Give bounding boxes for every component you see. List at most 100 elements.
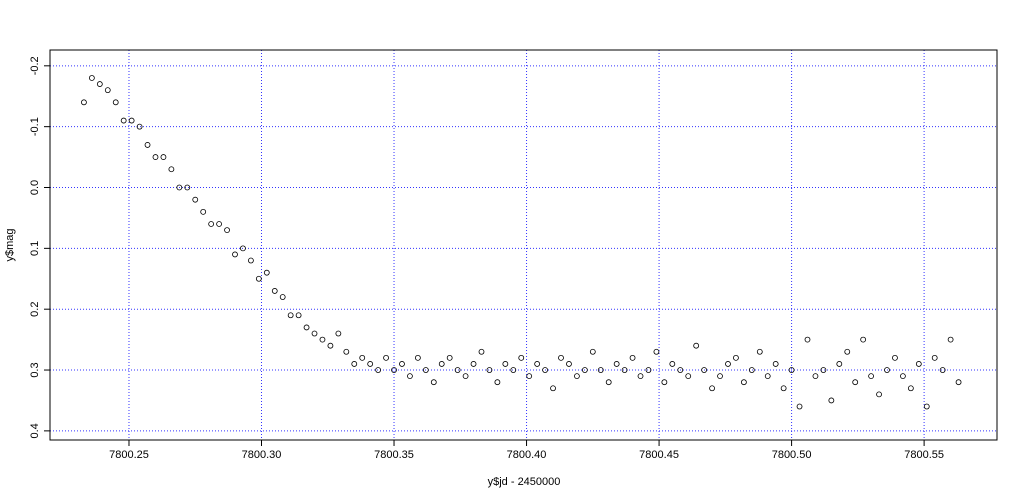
point: [88, 75, 95, 81]
point: [446, 354, 453, 361]
point: [518, 354, 525, 361]
point: [224, 227, 230, 233]
point: [884, 367, 890, 373]
y-tick-label: 0.1: [29, 241, 41, 256]
point: [804, 336, 811, 343]
point: [566, 361, 572, 367]
point: [717, 373, 723, 380]
point: [478, 348, 485, 355]
point: [900, 373, 906, 380]
point: [748, 367, 755, 373]
point: [152, 154, 159, 160]
point: [629, 354, 636, 361]
y-tick-label: -0.1: [29, 117, 41, 136]
point: [526, 373, 533, 380]
x-tick-label: 7800.45: [639, 449, 679, 461]
point: [764, 373, 771, 380]
point: [486, 367, 493, 373]
point: [184, 184, 191, 191]
point: [796, 403, 803, 410]
point: [263, 269, 270, 276]
point: [462, 373, 469, 380]
point: [677, 367, 684, 373]
point: [112, 99, 119, 106]
point: [232, 251, 238, 258]
point: [414, 354, 421, 361]
point: [430, 379, 437, 386]
point: [693, 342, 700, 349]
point: [669, 361, 676, 367]
point: [303, 324, 310, 331]
x-axis-title: y$jd - 2450000: [488, 476, 561, 488]
point: [756, 348, 763, 355]
point: [868, 373, 875, 380]
point: [661, 379, 668, 386]
point: [597, 367, 604, 373]
x-tick-label: 7800.50: [772, 449, 812, 461]
point: [955, 379, 962, 386]
point: [852, 379, 859, 386]
point: [907, 385, 914, 392]
point: [192, 196, 199, 203]
point: [176, 184, 183, 191]
point: [255, 275, 262, 282]
y-tick-label: 0.0: [29, 180, 41, 195]
point: [701, 367, 708, 373]
point: [931, 354, 938, 361]
y-tick-label: -0.2: [29, 56, 41, 75]
point: [550, 385, 556, 392]
point: [860, 336, 867, 343]
point: [836, 361, 843, 367]
point: [470, 361, 477, 367]
point: [391, 367, 397, 373]
point: [454, 367, 461, 373]
point: [327, 342, 334, 349]
x-tick-label: 7800.30: [242, 449, 282, 461]
point: [621, 367, 628, 373]
point: [876, 391, 882, 398]
point: [81, 99, 87, 106]
point: [351, 361, 358, 367]
point: [589, 348, 596, 355]
point: [295, 312, 302, 319]
point: [367, 361, 374, 367]
point: [709, 385, 715, 392]
point: [96, 81, 103, 87]
point: [240, 245, 246, 252]
plot-frame: [49, 49, 998, 441]
point: [383, 354, 389, 361]
x-tick-label: 7800.40: [507, 449, 547, 461]
point: [136, 123, 143, 130]
point: [375, 367, 382, 373]
point: [359, 354, 366, 361]
y-tick-label: 0.2: [29, 302, 41, 317]
point: [510, 367, 517, 373]
point: [613, 361, 620, 367]
point: [287, 312, 294, 319]
point: [939, 367, 946, 373]
point: [740, 379, 747, 386]
point: [279, 294, 286, 300]
point: [605, 379, 612, 386]
point: [574, 373, 580, 380]
point: [828, 397, 835, 404]
point: [542, 367, 549, 373]
point: [407, 373, 413, 380]
point: [645, 367, 652, 373]
y-axis-title: y$mag: [4, 228, 16, 261]
point: [144, 142, 151, 148]
point: [200, 208, 207, 215]
point: [558, 354, 564, 361]
point: [685, 373, 692, 380]
point: [343, 348, 350, 355]
point: [160, 154, 167, 160]
point: [168, 166, 175, 173]
y-tick-label: 0.3: [29, 362, 41, 377]
point: [311, 330, 318, 337]
point: [844, 348, 851, 355]
point: [271, 288, 278, 294]
point: [780, 385, 787, 392]
point: [104, 87, 111, 94]
x-tick-label: 7800.35: [374, 449, 414, 461]
